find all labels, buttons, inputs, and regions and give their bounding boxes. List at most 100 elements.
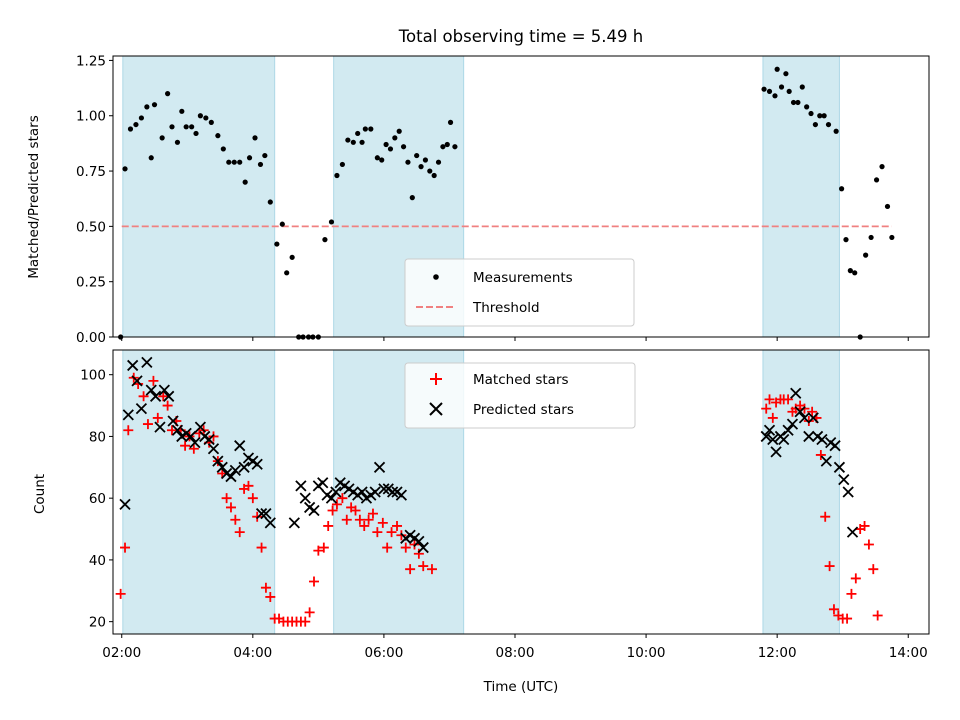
- measurement-point: [289, 254, 295, 260]
- measurement-point: [208, 119, 214, 125]
- predicted-star-point: [225, 470, 237, 483]
- measurement-point: [197, 113, 203, 119]
- measurement-point: [226, 159, 232, 165]
- matched-star-point: [313, 545, 324, 556]
- predicted-star-point: [369, 486, 381, 498]
- predicted-star-point: [295, 480, 307, 492]
- top-y-axis-label: Matched/Predicted stars: [26, 115, 42, 278]
- matched-star-point: [409, 539, 420, 550]
- matched-star-point: [354, 514, 365, 525]
- matched-star-point: [350, 505, 361, 516]
- predicted-star-point: [387, 486, 399, 498]
- matched-star-point: [323, 520, 334, 531]
- measurement-point: [778, 84, 785, 90]
- matched-star-point: [331, 499, 342, 510]
- measurement-point: [231, 159, 237, 165]
- predicted-star-point: [798, 412, 811, 424]
- measurement-point: [133, 121, 139, 128]
- predicted-star-point: [171, 424, 184, 436]
- top-y-tick-label: 0.75: [76, 164, 106, 180]
- matched-star-point: [300, 616, 311, 627]
- measurement-point: [189, 124, 195, 130]
- predicted-star-point: [829, 440, 841, 452]
- predicted-star-point: [373, 461, 386, 473]
- predicted-star-point: [229, 464, 241, 477]
- predicted-star-point: [264, 517, 276, 529]
- matched-star-point: [327, 505, 338, 516]
- predicted-star-point: [145, 384, 157, 396]
- matched-star-point: [418, 561, 429, 572]
- matched-star-point: [413, 548, 424, 559]
- measurement-point: [847, 268, 853, 274]
- measurement-point: [179, 108, 185, 114]
- x-axis-label: Time (UTC): [483, 679, 559, 695]
- measurement-point: [174, 139, 181, 145]
- predicted-star-point: [395, 489, 408, 501]
- matched-star-point: [243, 480, 254, 491]
- measurement-point: [193, 130, 199, 137]
- measurement-point: [138, 115, 145, 121]
- matched-star-point: [234, 527, 245, 538]
- matched-star-point: [400, 542, 411, 553]
- measurement-point: [350, 139, 356, 145]
- legend-predicted-marker: [429, 402, 443, 416]
- bottom-y-tick-label: 40: [89, 553, 106, 569]
- matched-star-point: [180, 440, 191, 451]
- measurement-point: [400, 144, 407, 150]
- matched-star-point: [225, 502, 236, 513]
- predicted-star-point: [846, 526, 859, 538]
- measurement-point: [392, 135, 398, 141]
- measurement-point: [812, 121, 818, 128]
- matched-star-point: [863, 539, 874, 550]
- predicted-star-point: [154, 421, 166, 433]
- legend-threshold-label: Threshold: [472, 300, 540, 316]
- matched-star-point: [764, 394, 775, 405]
- predicted-star-point: [207, 443, 220, 455]
- predicted-star-point: [141, 356, 153, 368]
- x-tick-label: 12:00: [758, 645, 797, 661]
- legend-matched-marker: [430, 373, 442, 385]
- predicted-star-point: [803, 430, 815, 443]
- measurement-point: [852, 270, 858, 276]
- matched-star-point: [815, 449, 826, 460]
- predicted-star-point: [794, 406, 806, 418]
- bottom-y-tick-label: 80: [89, 429, 106, 445]
- measurement-point: [418, 164, 424, 170]
- matched-star-point: [807, 406, 818, 417]
- top-plot-frame: [112, 55, 930, 338]
- matched-star-point: [265, 591, 276, 602]
- predicted-star-point: [194, 421, 207, 433]
- predicted-star-point: [184, 430, 197, 443]
- top-y-tick-label: 0.50: [76, 219, 106, 235]
- matched-star-point: [337, 493, 348, 504]
- measurement-point: [447, 119, 454, 125]
- matched-star-point: [162, 400, 173, 411]
- measurement-point: [237, 159, 243, 165]
- predicted-star-point: [778, 433, 790, 446]
- predicted-star-point: [820, 455, 832, 467]
- measurement-point: [284, 270, 290, 276]
- matched-star-point: [341, 514, 352, 525]
- predicted-star-point: [308, 504, 320, 517]
- measurement-point: [808, 110, 814, 117]
- measurement-point: [884, 203, 891, 210]
- predicted-star-point: [767, 433, 779, 446]
- measurement-point: [772, 93, 778, 99]
- matched-star-point: [260, 582, 271, 593]
- top-y-tick-label: 0.00: [76, 330, 106, 346]
- measurement-point: [362, 126, 368, 132]
- bottom-y-tick-label: 100: [80, 368, 106, 384]
- measurement-point: [203, 115, 209, 121]
- predicted-star-point: [763, 424, 776, 436]
- matched-star-point: [767, 412, 778, 423]
- measurement-point: [169, 124, 175, 130]
- measurement-point: [279, 221, 285, 227]
- predicted-star-point: [786, 418, 799, 430]
- measurement-point: [761, 86, 767, 92]
- matched-star-point: [386, 527, 397, 538]
- predicted-star-point: [838, 474, 850, 486]
- bottom-shaded-interval: [762, 349, 840, 635]
- bottom-y-tick-label: 20: [89, 615, 106, 631]
- measurement-point: [215, 133, 221, 139]
